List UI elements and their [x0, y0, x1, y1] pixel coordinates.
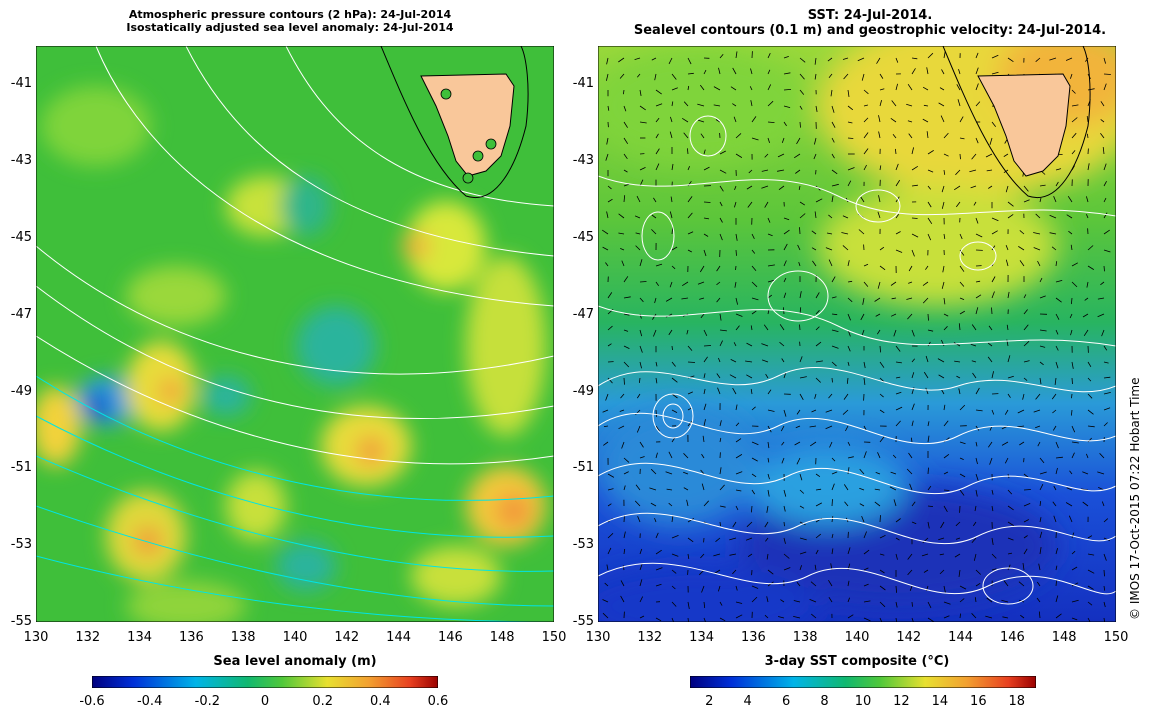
- left-lat-tick-label: -49: [10, 383, 32, 399]
- right-lat-tick-label: -55: [572, 614, 594, 629]
- right-colorbar-tick-label: 16: [970, 694, 987, 709]
- right-lat-tick-label: -47: [572, 306, 594, 322]
- left-title-line1: Atmospheric pressure contours (2 hPa): 2…: [128, 8, 452, 21]
- right-title-line1: SST: 24-Jul-2014.: [807, 8, 933, 23]
- left-colorbar-label: Sea level anomaly (m): [213, 654, 377, 669]
- sea-level-anomaly-map: [36, 46, 554, 622]
- left-lon-tick-label: 134: [127, 630, 152, 645]
- right-lon-tick-label: 150: [1103, 630, 1129, 645]
- right-lon-tick-label: 134: [689, 630, 714, 645]
- left-lon-tick-label: 130: [23, 630, 49, 645]
- left-map-title: Atmospheric pressure contours (2 hPa): 2…: [60, 8, 520, 34]
- right-lat-tick-label: -45: [572, 230, 594, 245]
- right-lon-tick-label: 148: [1051, 630, 1077, 645]
- right-title-line2: Sealevel contours (0.1 m) and geostrophi…: [633, 23, 1107, 38]
- right-lon-tick-label: 142: [896, 630, 922, 645]
- right-lat-tick-label: -51: [572, 460, 594, 476]
- left-lon-tick-label: 138: [230, 630, 256, 645]
- left-lat-tick-label: -55: [10, 614, 32, 629]
- right-colorbar-tick-label: 2: [705, 694, 714, 709]
- right-colorbar-tick-label: 10: [854, 694, 872, 709]
- left-lat-tick-label: -51: [10, 460, 32, 476]
- left-lat-tick-label: -53: [10, 537, 32, 553]
- left-lat-tick-label: -43: [10, 153, 32, 169]
- right-lon-tick-label: 144: [948, 630, 973, 645]
- right-lon-tick-label: 138: [792, 630, 818, 645]
- left-colorbar-tick-label: -0.6: [79, 694, 105, 709]
- left-lat-tick-label: -45: [10, 230, 32, 245]
- left-lon-tick-label: 150: [541, 630, 567, 645]
- sst-map: [598, 46, 1116, 622]
- left-lon-tick-label: 132: [75, 630, 101, 645]
- left-lon-tick-label: 140: [282, 630, 308, 645]
- left-lat-tick-label: -41: [10, 76, 32, 92]
- right-colorbar: [690, 676, 1036, 688]
- right-lat-tick-label: -41: [572, 76, 594, 92]
- left-colorbar-tick-label: 0.6: [427, 694, 449, 709]
- left-colorbar-tick-label: 0.2: [312, 694, 333, 709]
- right-lat-tick-label: -53: [572, 537, 594, 553]
- right-lon-tick-label: 130: [585, 630, 611, 645]
- left-colorbar-tick-label: -0.4: [136, 694, 163, 709]
- right-colorbar-tick-label: 14: [931, 694, 949, 709]
- right-lon-tick-label: 140: [844, 630, 870, 645]
- right-colorbar-tick-label: 4: [743, 694, 752, 709]
- left-lat-tick-label: -47: [10, 306, 32, 322]
- left-lon-tick-label: 136: [178, 630, 204, 645]
- right-colorbar-tick-label: 6: [781, 694, 791, 709]
- right-lon-tick-label: 146: [999, 630, 1025, 645]
- left-colorbar: [92, 676, 438, 688]
- right-lon-tick-label: 136: [740, 630, 766, 645]
- left-colorbar-tick-label: -0.2: [194, 694, 221, 709]
- tasmania-land-right: [977, 73, 1071, 177]
- right-lat-tick-label: -49: [572, 383, 594, 399]
- right-colorbar-label: 3-day SST composite (°C): [764, 654, 950, 669]
- left-lon-tick-label: 144: [386, 630, 411, 645]
- left-colorbar-tick-label: 0: [260, 694, 270, 709]
- left-lon-tick-label: 146: [437, 630, 463, 645]
- imos-credit: © IMOS 17-Oct-2015 07:22 Hobart Time: [1128, 377, 1142, 620]
- right-colorbar-tick-label: 18: [1008, 694, 1026, 709]
- left-title-line2: Isostatically adjusted sea level anomaly…: [126, 21, 454, 34]
- right-lat-tick-label: -43: [572, 153, 594, 169]
- tasmania-land: [420, 73, 515, 177]
- right-colorbar-tick-label: 12: [893, 694, 910, 709]
- left-lon-tick-label: 142: [334, 630, 360, 645]
- right-map-title: SST: 24-Jul-2014. Sealevel contours (0.1…: [600, 8, 1140, 38]
- left-lon-tick-label: 148: [489, 630, 515, 645]
- right-lon-tick-label: 132: [637, 630, 663, 645]
- left-colorbar-tick-label: 0.4: [369, 694, 391, 709]
- right-colorbar-tick-label: 8: [820, 694, 829, 709]
